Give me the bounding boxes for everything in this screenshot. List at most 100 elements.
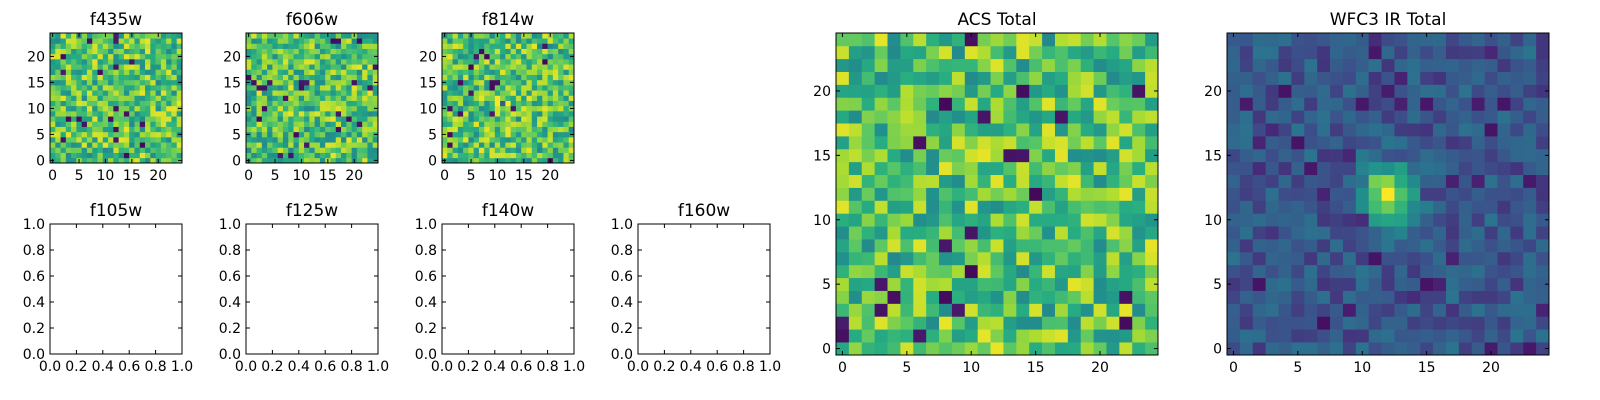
heatmap-cell (510, 116, 517, 122)
heatmap-cell (76, 64, 83, 70)
heatmap-cell (1042, 136, 1056, 150)
heatmap-cell (145, 126, 151, 133)
heatmap-cell (1458, 123, 1473, 137)
heatmap-cell (139, 48, 146, 55)
heatmap-cell (1239, 226, 1254, 240)
heatmap-cell (155, 53, 162, 60)
heatmap-cell (108, 90, 114, 96)
heatmap-cell (176, 43, 183, 49)
heatmap-cell (60, 33, 67, 39)
heatmap-cell (964, 342, 979, 356)
heatmap-cell (874, 33, 888, 47)
heatmap-cell (325, 38, 331, 44)
heatmap-cell (951, 161, 966, 176)
heatmap-cell (1054, 187, 1069, 201)
heatmap-cell (1054, 264, 1069, 279)
heatmap-cell (1106, 123, 1120, 137)
heatmap-cell (139, 111, 146, 117)
heatmap-cell (134, 131, 141, 138)
heatmap-cell (1093, 303, 1107, 317)
heatmap-cell (1227, 200, 1241, 214)
heatmap-cell (1458, 110, 1473, 124)
heatmap-cell (1523, 58, 1537, 72)
heatmap-cell (1381, 174, 1395, 188)
heatmap-cell (547, 90, 554, 96)
heatmap-cell (1381, 71, 1395, 85)
heatmap-cell (282, 64, 289, 70)
heatmap-cell (531, 152, 538, 159)
heatmap-cell (1317, 174, 1331, 188)
heatmap-cell (50, 147, 56, 153)
heatmap-cell (1278, 303, 1292, 317)
heatmap-cell (510, 38, 517, 44)
heatmap-cell (155, 147, 162, 153)
heatmap-cell (1407, 277, 1421, 291)
heatmap-cell (552, 157, 559, 164)
heatmap-cell (171, 147, 178, 153)
heatmap-cell (277, 43, 284, 49)
heatmap-cell (1278, 264, 1292, 279)
heatmap-cell (1093, 200, 1107, 214)
heatmap-cell (1420, 277, 1434, 291)
heatmap-cell (887, 97, 901, 111)
heatmap-cell (861, 251, 875, 266)
heatmap-cell (1119, 213, 1133, 227)
heatmap-cell (468, 90, 475, 96)
heatmap-cell (515, 137, 522, 143)
heatmap-cell (123, 53, 130, 60)
heatmap-cell (155, 131, 162, 138)
heatmap-cell (139, 131, 146, 138)
heatmap-cell (1265, 136, 1279, 150)
heatmap-cell (521, 142, 527, 148)
heatmap-cell (1381, 97, 1395, 111)
heatmap-cell (990, 264, 1004, 279)
heatmap-cell (372, 152, 379, 159)
heatmap-cell (282, 142, 289, 148)
heatmap-cell (282, 147, 289, 153)
heatmap-cell (1420, 200, 1434, 214)
heatmap-cell (568, 90, 575, 96)
heatmap-cell (123, 111, 130, 117)
heatmap-cell (256, 131, 263, 138)
heatmap-cell (1003, 148, 1017, 163)
heatmap-cell (552, 121, 559, 127)
heatmap-cell (118, 105, 125, 112)
heatmap-cell (50, 69, 56, 75)
heatmap-cell (887, 316, 901, 330)
heatmap-cell (129, 121, 135, 127)
heatmap-cell (277, 121, 284, 127)
heatmap-cell (1029, 148, 1043, 163)
heatmap-cell (926, 71, 940, 85)
heatmap-cell (1093, 174, 1107, 188)
heatmap-cell (372, 111, 379, 117)
heatmap-cell (457, 74, 464, 81)
heatmap-cell (990, 303, 1004, 317)
heatmap-cell (1054, 239, 1069, 253)
heatmap-cell (887, 58, 901, 72)
heatmap-cell (145, 121, 151, 127)
heatmap-cell (60, 95, 67, 101)
heatmap-cell (900, 174, 914, 188)
heatmap-cell (542, 85, 548, 91)
heatmap-cell (913, 148, 927, 163)
heatmap-cell (463, 131, 469, 138)
heatmap-cell (1368, 161, 1382, 176)
heatmap-cell (1080, 329, 1094, 343)
heatmap-cell (335, 131, 342, 138)
heatmap-cell (335, 121, 342, 127)
heatmap-cell (1484, 136, 1498, 150)
heatmap-cell (277, 38, 284, 44)
heatmap-cell (457, 111, 464, 117)
heatmap-cell (267, 142, 273, 148)
heatmap-cell (92, 131, 98, 138)
heatmap-cell (298, 126, 305, 133)
heatmap-cell (81, 59, 88, 65)
heatmap-cell (1278, 161, 1292, 176)
heatmap-cell (1407, 84, 1421, 98)
heatmap-cell (1239, 329, 1254, 343)
heatmap-cell (874, 136, 888, 150)
heatmap-cell (261, 116, 268, 122)
heatmap-cell (568, 69, 575, 75)
heatmap-cell (304, 116, 310, 122)
heatmap-cell (113, 43, 119, 49)
